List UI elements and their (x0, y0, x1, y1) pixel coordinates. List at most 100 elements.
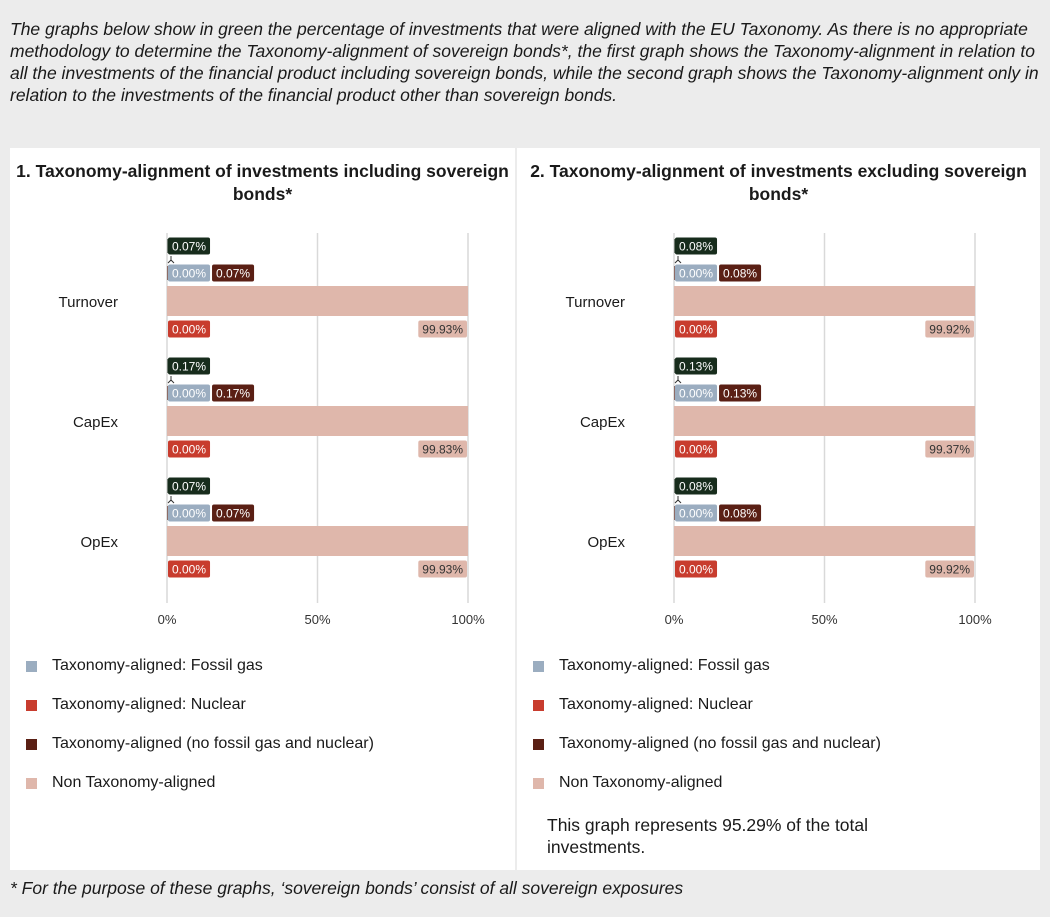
data-label-aligned-other-bg (212, 504, 255, 522)
data-label-nuclear: 0.00% (172, 563, 206, 577)
data-label-non-aligned: 99.37% (929, 443, 970, 457)
data-label-nuclear: 0.00% (679, 563, 713, 577)
bar-aligned-other (674, 266, 675, 280)
data-label-total: 0.07% (172, 480, 206, 494)
data-label-total-bg (675, 477, 718, 495)
bar-chart-excluding: 0% 50% 100% Turnover 0.08% 0.00% 0.08% 0.00% 99.… (566, 233, 992, 627)
data-label-fossil-gas: 0.00% (172, 387, 206, 401)
legend-swatch-nuclear (533, 700, 544, 711)
data-label-total-bg (168, 357, 211, 375)
data-label-non-aligned-bg (418, 560, 467, 578)
legend-label: Non Taxonomy-aligned (52, 774, 216, 791)
data-label-aligned-other: 0.07% (216, 267, 250, 281)
data-label-non-aligned-bg (925, 320, 974, 338)
data-label-non-aligned: 99.93% (422, 323, 463, 337)
intro-text: The graphs below show in green the perce… (10, 19, 1039, 105)
legend-label: Non Taxonomy-aligned (559, 774, 723, 791)
data-label-fossil-gas: 0.00% (679, 267, 713, 281)
data-label-fossil-gas: 0.00% (679, 387, 713, 401)
bar-aligned-other (167, 266, 168, 280)
legend-swatch-non-aligned (26, 778, 37, 789)
legend-label: Taxonomy-aligned: Nuclear (52, 696, 246, 713)
data-label-aligned-other-bg (719, 384, 762, 402)
x-tick-label: 50% (811, 612, 837, 627)
x-tick-label: 0% (158, 612, 177, 627)
legend-label: Taxonomy-aligned: Nuclear (559, 696, 753, 713)
data-label-fossil-gas: 0.00% (172, 267, 206, 281)
data-label-aligned-other-bg (719, 264, 762, 282)
bar-aligned-other (674, 506, 675, 520)
data-label-total-bg (168, 237, 211, 255)
data-label-nuclear-bg (168, 440, 211, 458)
data-label-nuclear-bg (675, 560, 718, 578)
connector-mark (167, 256, 175, 264)
legend-label: Taxonomy-aligned (no fossil gas and nucl… (559, 735, 881, 752)
bar-aligned-other (167, 506, 168, 520)
legend-swatch-non-aligned (533, 778, 544, 789)
category-label: CapEx (580, 414, 626, 431)
chart-panel-excluding-sovereign-bonds: 2. Taxonomy-alignment of investments exc… (517, 148, 1040, 870)
data-label-fossil-gas-bg (168, 384, 211, 402)
data-label-nuclear: 0.00% (172, 323, 206, 337)
data-label-aligned-other: 0.08% (723, 507, 757, 521)
data-label-nuclear: 0.00% (172, 443, 206, 457)
data-label-aligned-other: 0.13% (723, 387, 757, 401)
category-label: CapEx (73, 414, 119, 431)
data-label-non-aligned-bg (418, 320, 467, 338)
data-label-non-aligned: 99.92% (929, 323, 970, 337)
connector-mark (167, 496, 175, 504)
bar-non-aligned (674, 406, 975, 436)
data-label-total: 0.08% (679, 240, 713, 254)
legend-swatch-nuclear (26, 700, 37, 711)
footnote: * For the purpose of these graphs, ‘sove… (10, 878, 684, 898)
data-label-non-aligned: 99.83% (422, 443, 463, 457)
legend-swatch-fossil-gas (533, 661, 544, 672)
data-label-nuclear: 0.00% (679, 443, 713, 457)
category-label: Turnover (59, 294, 118, 311)
legend-swatch-aligned-other (533, 739, 544, 750)
data-label-aligned-other-bg (212, 384, 255, 402)
data-label-fossil-gas-bg (168, 504, 211, 522)
data-label-fossil-gas-bg (168, 264, 211, 282)
data-label-aligned-other-bg (212, 264, 255, 282)
bar-total-aligned (167, 359, 168, 373)
chart-panel-including-sovereign-bonds: 1. Taxonomy-alignment of investments inc… (10, 148, 515, 870)
data-label-aligned-other: 0.08% (723, 267, 757, 281)
x-tick-label: 50% (304, 612, 330, 627)
legend-swatch-aligned-other (26, 739, 37, 750)
data-label-nuclear-bg (675, 320, 718, 338)
bar-aligned-other (167, 386, 168, 400)
legend-label: Taxonomy-aligned: Fossil gas (52, 657, 263, 674)
legend-label: Taxonomy-aligned (no fossil gas and nucl… (52, 735, 374, 752)
bar-total-aligned (167, 239, 168, 253)
bar-total-aligned (167, 479, 168, 493)
x-tick-label: 100% (451, 612, 485, 627)
data-label-aligned-other: 0.17% (216, 387, 250, 401)
bar-non-aligned (674, 526, 975, 556)
connector-mark (674, 376, 682, 384)
bar-non-aligned (674, 286, 975, 316)
bar-chart-including: 0% 50% 100% Turnover 0.07% 0.00% 0.07% 0.00% 99.… (59, 233, 485, 627)
data-label-non-aligned: 99.93% (422, 563, 463, 577)
bar-total-aligned (674, 479, 675, 493)
data-label-aligned-other: 0.07% (216, 507, 250, 521)
data-label-total: 0.17% (172, 360, 206, 374)
data-label-aligned-other-bg (719, 504, 762, 522)
connector-mark (674, 256, 682, 264)
coverage-note: This graph represents 95.29% of the tota… (547, 815, 869, 857)
data-label-non-aligned: 99.92% (929, 563, 970, 577)
data-label-total: 0.08% (679, 480, 713, 494)
x-tick-label: 100% (958, 612, 992, 627)
data-label-nuclear: 0.00% (679, 323, 713, 337)
category-label: Turnover (566, 294, 625, 311)
bar-total-aligned (674, 239, 675, 253)
legend-swatch-fossil-gas (26, 661, 37, 672)
data-label-nuclear-bg (168, 320, 211, 338)
data-label-fossil-gas: 0.00% (172, 507, 206, 521)
data-label-total: 0.13% (679, 360, 713, 374)
chart-title: 2. Taxonomy-alignment of investments exc… (530, 161, 1027, 204)
data-label-non-aligned-bg (925, 560, 974, 578)
data-label-total: 0.07% (172, 240, 206, 254)
data-label-total-bg (675, 237, 718, 255)
data-label-fossil-gas-bg (675, 264, 718, 282)
